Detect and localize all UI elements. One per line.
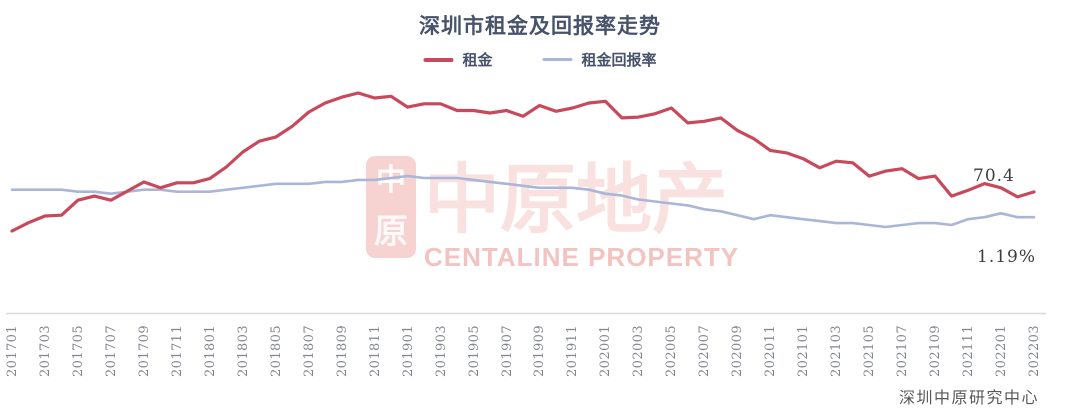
x-tick-label: 201709	[136, 324, 152, 377]
x-tick-label: 202107	[895, 324, 911, 377]
x-tick-label: 202109	[928, 324, 944, 377]
x-tick-label: 202105	[862, 324, 878, 377]
x-tick-label: 202201	[994, 324, 1010, 377]
rent-line-swatch-icon	[423, 57, 454, 62]
x-tick-label: 202009	[730, 324, 746, 377]
x-tick-label: 201705	[70, 324, 86, 377]
x-tick-label: 202001	[598, 324, 614, 377]
yield-line-swatch-icon	[542, 58, 573, 61]
legend-item-yield: 租金回报率	[542, 49, 657, 70]
x-tick-label: 201807	[301, 324, 317, 377]
x-tick-label: 201809	[334, 324, 350, 377]
legend: 租金 租金回报率	[423, 49, 657, 70]
x-tick-label: 201907	[499, 324, 515, 377]
x-tick-label: 201905	[466, 324, 482, 377]
x-tick-label: 201701	[5, 324, 20, 377]
x-tick-label: 202101	[796, 324, 812, 377]
x-tick-label: 201803	[235, 324, 251, 377]
x-tick-label: 201703	[37, 324, 53, 377]
x-tick-label: 201901	[400, 324, 416, 377]
x-tick-label: 202007	[697, 324, 713, 377]
legend-item-rent: 租金	[423, 49, 493, 70]
x-tick-label: 201911	[565, 324, 581, 377]
rent-last-value-label: 70.4	[973, 166, 1015, 186]
x-tick-label: 201805	[268, 324, 284, 377]
source-note: 深圳中原研究中心	[899, 390, 1040, 407]
x-tick-label: 202003	[631, 324, 647, 377]
line-yield	[10, 174, 1036, 229]
yield-last-value-label: 1.19%	[977, 247, 1037, 267]
legend-label-rent: 租金	[462, 52, 493, 69]
x-tick-label: 202005	[664, 324, 680, 377]
x-tick-label: 201707	[103, 324, 119, 377]
x-tick-label: 202203	[1027, 324, 1042, 377]
x-tick-label: 201903	[433, 324, 449, 377]
x-tick-label: 201909	[532, 324, 548, 377]
x-tick-label: 201811	[367, 324, 383, 377]
x-tick-label: 201801	[202, 324, 218, 377]
legend-label-yield: 租金回报率	[581, 52, 657, 69]
x-tick-label: 202111	[961, 324, 977, 377]
x-tick-label: 202011	[763, 324, 779, 377]
x-tick-label: 201711	[169, 324, 185, 377]
x-tick-label: 202103	[829, 324, 845, 377]
chart-title: 深圳市租金及回报率走势	[419, 15, 661, 38]
line-rent	[10, 91, 1036, 233]
